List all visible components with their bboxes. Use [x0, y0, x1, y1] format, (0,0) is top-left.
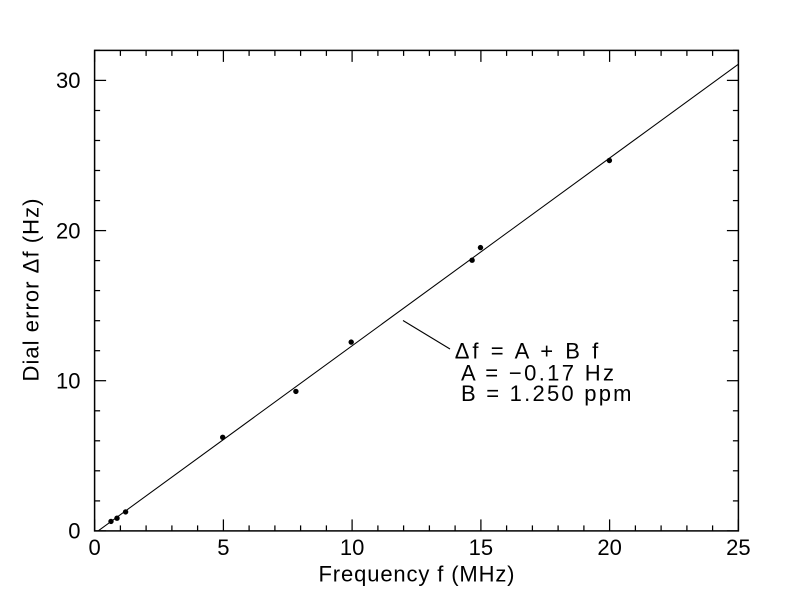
svg-text:10: 10	[340, 535, 364, 560]
svg-text:5: 5	[217, 535, 229, 560]
svg-text:25: 25	[726, 535, 750, 560]
svg-text:30: 30	[56, 68, 80, 93]
svg-text:Frequency f (MHz): Frequency f (MHz)	[319, 562, 515, 587]
svg-text:20: 20	[56, 218, 80, 243]
svg-text:20: 20	[597, 535, 621, 560]
svg-text:10: 10	[56, 369, 80, 394]
svg-text:B = 1.250 ppm: B = 1.250 ppm	[461, 381, 632, 406]
svg-text:15: 15	[469, 535, 493, 560]
svg-text:0: 0	[88, 535, 100, 560]
svg-text:0: 0	[68, 519, 80, 544]
svg-text:Dial error Δf (Hz): Dial error Δf (Hz)	[19, 199, 44, 382]
